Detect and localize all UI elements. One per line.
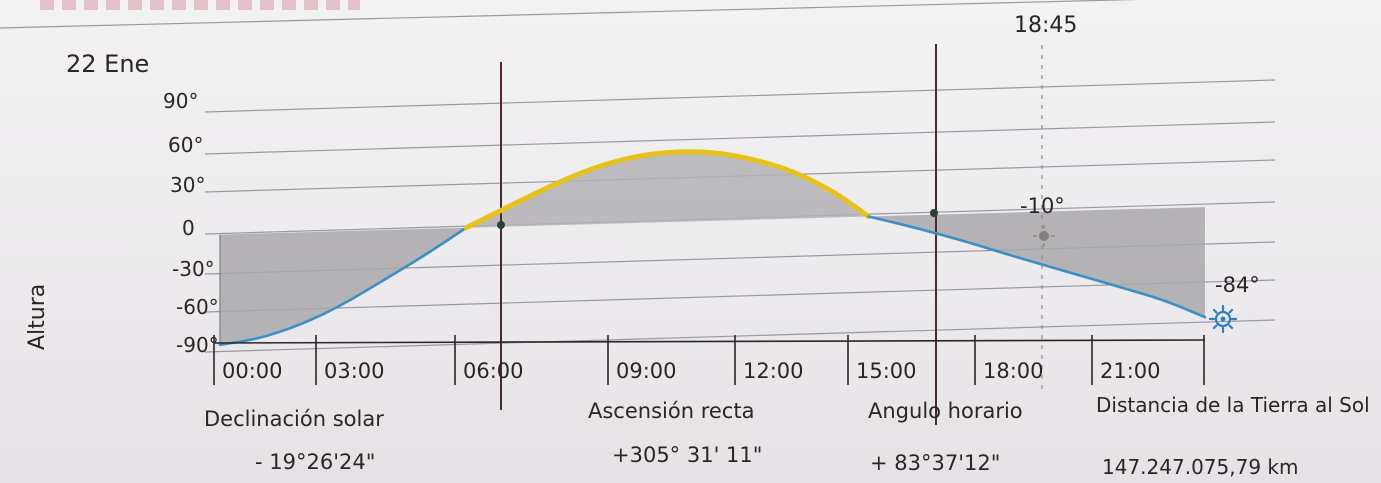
x-tick-label: 09:00 [616, 359, 677, 383]
footer-declination-value: - 19°26'24" [255, 450, 375, 474]
series-line-0 [218, 226, 468, 347]
y-tick-label: -60° [176, 295, 219, 319]
sunrise-point [497, 221, 505, 229]
x-tick-label: 15:00 [856, 359, 917, 383]
x-tick-label: 03:00 [324, 359, 385, 383]
footer-hour-angle-label: Angulo horario [868, 399, 1023, 423]
x-tick-marks [213, 335, 1205, 385]
x-axis-line [214, 339, 1206, 344]
x-tick-labels: 00:00 03:00 06:00 09:00 12:00 15:00 18:00 21:00 [222, 359, 1161, 383]
notebook-rule-line [0, 0, 1140, 29]
y-tick-label: 90° [163, 89, 198, 113]
x-tick-label: 06:00 [463, 359, 524, 383]
shaded-regions [219, 151, 1205, 345]
y-tick-label: 0 [182, 216, 195, 240]
annotation-time: 18:45 [1014, 13, 1077, 38]
footer-right-ascension-label: Ascensión recta [588, 399, 754, 423]
series-layer [218, 149, 1207, 347]
x-tick-label: 18:00 [983, 359, 1044, 383]
footer-right-ascension-value: +305° 31' 11" [612, 443, 762, 467]
series-line-2 [867, 215, 1207, 319]
annotation-end-altitude: -84° [1215, 273, 1260, 297]
y-tick-labels: 90° 60° 30° 0 -30° -60° -90° [163, 89, 219, 357]
footer-distance-label: Distancia de la Tierra al Sol [1096, 393, 1370, 417]
footer-distance-value: 147.247.075,79 km [1102, 455, 1298, 479]
chart-title: 22 Ene [66, 50, 149, 78]
sun-icon [1208, 304, 1238, 334]
day-shade [466, 151, 869, 228]
sunset-point [930, 209, 938, 217]
x-tick-label: 12:00 [743, 359, 804, 383]
x-tick-label: 21:00 [1100, 359, 1161, 383]
notebook-rule-line [204, 121, 1276, 155]
y-tick-label: -30° [172, 257, 215, 281]
series-line-1 [463, 149, 871, 231]
torn-header-strip [40, 0, 360, 10]
notebook-rule-line [204, 79, 1276, 113]
y-axis-label: Altura [25, 284, 50, 350]
x-tick-label: 00:00 [222, 359, 283, 383]
y-tick-label: 30° [170, 173, 205, 197]
notebook-rule-line [204, 279, 1276, 313]
annotation-dim-altitude: -10° [1020, 194, 1065, 218]
footer-hour-angle-value: + 83°37'12" [870, 451, 1000, 475]
y-tick-label: -90° [176, 333, 219, 357]
footer-declination-label: Declinación solar [204, 407, 384, 431]
notebook-rule-line [204, 319, 1276, 353]
dim-sun-icon [1033, 225, 1055, 247]
y-tick-label: 60° [168, 133, 203, 157]
night-shade-morning [220, 227, 467, 345]
